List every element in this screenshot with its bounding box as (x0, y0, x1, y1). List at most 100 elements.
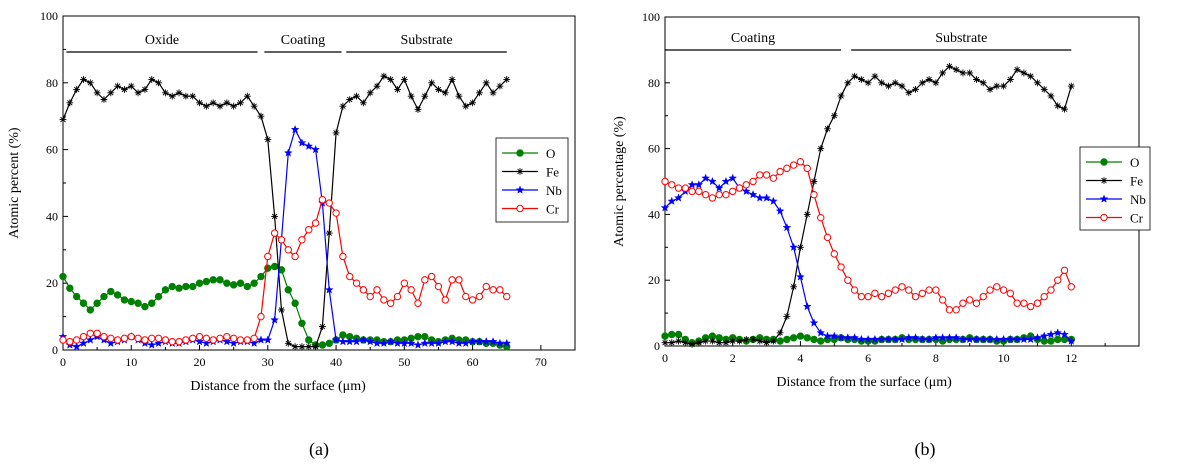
data-point (469, 99, 476, 107)
data-point (979, 79, 987, 87)
data-point (475, 292, 484, 301)
region-label: Substrate (400, 33, 452, 48)
data-point (298, 236, 306, 244)
data-point (216, 334, 224, 343)
data-point (339, 102, 347, 110)
data-point (79, 338, 88, 348)
data-point (945, 306, 954, 314)
data-point (715, 190, 723, 199)
data-point (674, 330, 683, 339)
data-point (688, 187, 696, 196)
series-line-fe (62, 75, 508, 348)
data-point (161, 336, 170, 344)
data-point (708, 176, 717, 186)
x-tick-label: 30 (262, 355, 274, 369)
data-point (291, 299, 299, 307)
series-fe (59, 72, 511, 351)
data-point (1026, 334, 1035, 344)
data-point (714, 183, 724, 192)
data-point (209, 276, 217, 284)
data-point (857, 292, 866, 301)
data-point (823, 233, 832, 242)
data-point (298, 343, 306, 351)
data-point (1067, 82, 1075, 90)
x-tick-label: 6 (865, 351, 871, 365)
data-point (324, 285, 334, 294)
data-point (414, 106, 422, 113)
legend: O Fe Nb Cr (495, 137, 569, 223)
legend-marker (516, 168, 524, 175)
y-tick-label: 80 (648, 76, 660, 90)
data-point (414, 332, 422, 341)
region-label: Coating (281, 33, 325, 48)
data-point (748, 190, 758, 199)
data-point (817, 337, 825, 345)
data-point (366, 292, 374, 301)
data-point (661, 332, 669, 340)
y-tick-label: 0 (654, 339, 660, 353)
data-point (434, 338, 443, 348)
data-point (503, 76, 511, 83)
data-point (891, 79, 899, 87)
data-point (850, 286, 859, 294)
data-point (73, 86, 81, 93)
data-point (769, 337, 777, 345)
data-point (366, 89, 374, 97)
data-point (476, 89, 483, 97)
data-point (1054, 335, 1062, 344)
data-point (796, 332, 805, 340)
data-point (236, 336, 245, 344)
data-point (386, 337, 396, 346)
series-fe (661, 62, 1075, 348)
data-point (905, 89, 913, 97)
data-point (776, 329, 784, 337)
data-point (304, 141, 314, 150)
data-point (196, 99, 203, 107)
data-point (702, 337, 710, 345)
data-point (107, 89, 115, 97)
data-point (400, 279, 409, 287)
legend-marker (1099, 194, 1109, 203)
data-point (93, 329, 101, 337)
data-point (93, 89, 101, 97)
data-point (1047, 286, 1055, 294)
data-point (127, 82, 135, 90)
data-point (249, 338, 259, 348)
data-point (918, 289, 927, 298)
y-tick-label: 40 (46, 209, 58, 223)
data-point (925, 76, 933, 83)
x-axis-label: Distance from the surface (μm) (776, 375, 952, 390)
data-point (742, 181, 750, 189)
data-point (175, 89, 183, 97)
data-point (462, 102, 470, 110)
data-point (448, 276, 456, 284)
data-point (871, 289, 879, 298)
series-line-cr (664, 161, 1072, 311)
data-point (1006, 76, 1014, 83)
data-point (816, 328, 826, 337)
data-point (674, 184, 683, 192)
data-point (797, 243, 804, 251)
data-point (141, 86, 149, 93)
data-point (380, 296, 388, 304)
panel-label: (a) (309, 439, 329, 460)
data-point (311, 145, 320, 154)
data-point (898, 82, 906, 90)
data-point (318, 341, 327, 349)
data-point (147, 340, 157, 349)
data-point (695, 187, 703, 196)
data-point (359, 286, 368, 294)
data-point (1026, 302, 1035, 311)
data-point (701, 173, 710, 182)
data-point (148, 299, 156, 307)
data-point (1033, 299, 1042, 307)
legend-marker (515, 185, 525, 194)
data-point (305, 336, 313, 344)
data-point (407, 286, 415, 294)
plot-frame (664, 16, 1140, 347)
data-point (742, 336, 750, 343)
data-point (264, 136, 272, 143)
region-label: Oxide (145, 33, 179, 48)
legend-label-cr: Cr (546, 202, 560, 217)
data-point (1054, 276, 1062, 284)
